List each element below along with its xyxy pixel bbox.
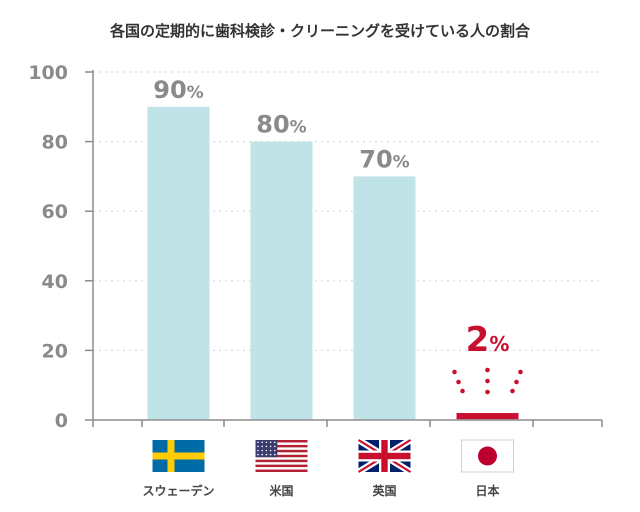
bar xyxy=(250,141,313,420)
y-tick-label: 40 xyxy=(42,271,68,293)
value-number: 80 xyxy=(256,111,289,139)
value-unit: % xyxy=(290,118,307,138)
axes xyxy=(85,70,603,427)
chart-title: 各国の定期的に歯科検診・クリーニングを受けている人の割合 xyxy=(109,22,531,40)
category-labels: スウェーデン 米国 英国 日本 xyxy=(142,483,499,498)
category-label: スウェーデン xyxy=(142,483,214,498)
bars xyxy=(147,106,519,420)
value-unit: % xyxy=(489,332,509,356)
y-tick-label: 60 xyxy=(42,201,68,223)
bar xyxy=(456,413,519,420)
value-label: 90% xyxy=(153,76,203,104)
uk-flag-icon xyxy=(356,437,413,475)
y-tick-label: 0 xyxy=(55,410,68,432)
value-label: 2% xyxy=(466,320,510,360)
value-unit: % xyxy=(187,83,204,103)
value-labels: 90%80%70%2% xyxy=(153,76,523,395)
value-label: 70% xyxy=(359,145,409,173)
y-tick-label: 20 xyxy=(42,340,68,362)
value-label: 80% xyxy=(256,111,306,139)
value-number: 90 xyxy=(153,76,186,104)
value-number: 70 xyxy=(359,145,392,173)
y-tick-labels: 0 20 40 60 80 100 xyxy=(28,62,68,432)
value-number: 2 xyxy=(466,320,490,360)
bar xyxy=(147,106,210,420)
flags xyxy=(152,437,514,475)
y-tick-label: 80 xyxy=(42,132,68,154)
usa-flag-icon xyxy=(255,440,308,472)
category-label: 日本 xyxy=(475,483,499,498)
y-tick-label: 100 xyxy=(28,62,68,84)
sweden-flag-icon xyxy=(152,440,205,472)
category-label: 英国 xyxy=(372,483,396,498)
sparkle-dots-icon xyxy=(452,367,523,395)
value-unit: % xyxy=(393,152,410,172)
category-label: 米国 xyxy=(269,483,293,498)
japan-flag-icon xyxy=(461,439,514,473)
bar xyxy=(353,176,416,420)
